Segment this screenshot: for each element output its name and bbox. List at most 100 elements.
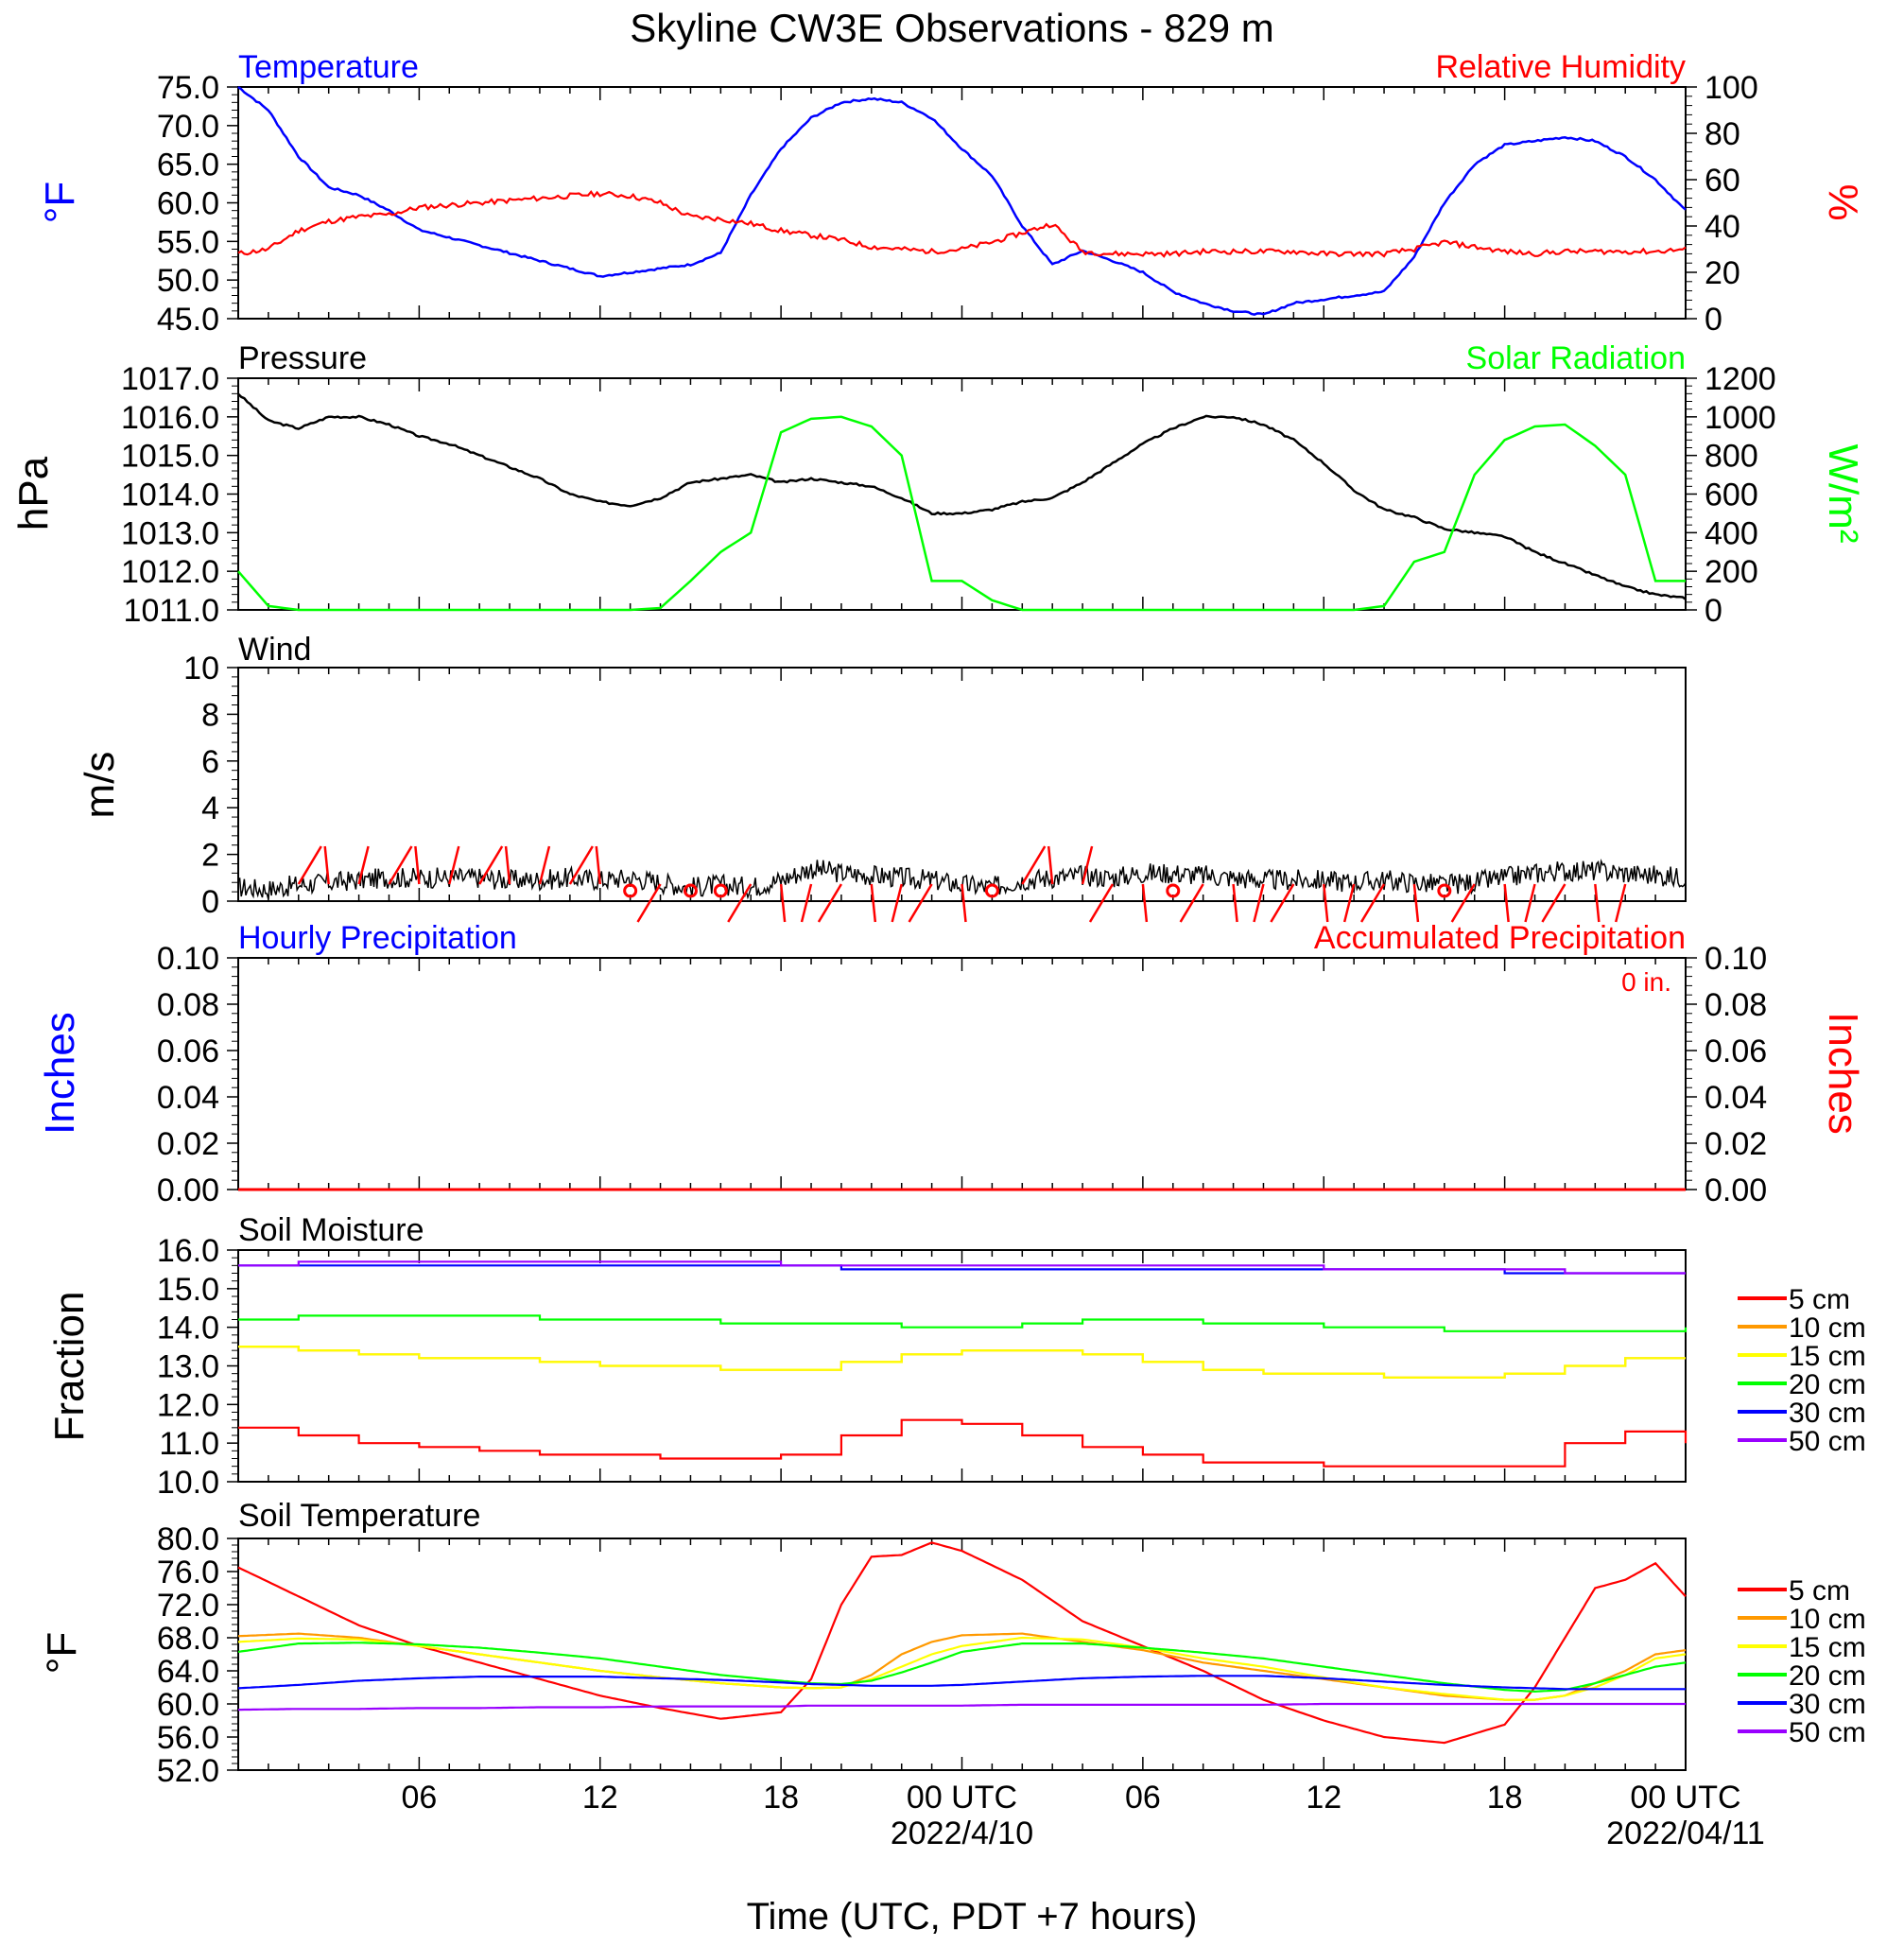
accum-y2-tick-label: 0.06 (1705, 1034, 1767, 1069)
precip-panel: 0.10 0.08 0.06 0.04 0.02 0.00 0.10 0.08 0.06 0.04… (37, 920, 1866, 1208)
sm-y-tick-label: 13.0 (157, 1349, 219, 1385)
date-label-1: 2022/4/10 (891, 1816, 1033, 1851)
wind-barb (1524, 883, 1536, 923)
solar-y2-tick-label: 1000 (1705, 400, 1776, 436)
accum-total-label: 0 in. (1621, 967, 1671, 997)
soil-temp-line-30-cm (237, 1675, 1686, 1691)
st-y-tick-label: 72.0 (157, 1588, 219, 1624)
st-legend-label: 20 cm (1789, 1660, 1866, 1692)
x-tick-label: 18 (1487, 1780, 1523, 1816)
calm-marker (683, 883, 698, 898)
wind-barb (1412, 883, 1420, 923)
temp-y-tick-label: 45.0 (157, 302, 219, 338)
wind-y-tick-label: 10 (183, 651, 219, 686)
calm-marker (1166, 883, 1181, 898)
soil-moisture-line-20-cm (238, 1314, 1688, 1332)
rh-y2-tick-label: 0 (1705, 302, 1722, 338)
soil-temp-line-10-cm (237, 1632, 1687, 1701)
rh-y2-tick-label: 20 (1705, 255, 1740, 291)
pressure-line (237, 392, 1687, 600)
sm-y-tick-label: 16.0 (157, 1233, 219, 1269)
accum-precip-title: Accumulated Precipitation (1314, 920, 1686, 956)
precip-frame (237, 957, 1687, 1190)
x-tick-label: 12 (582, 1780, 618, 1816)
x-tick-label: 12 (1306, 1780, 1341, 1816)
wind-barb (1359, 883, 1386, 923)
temp-y-label: °F (37, 182, 83, 223)
wind-y-tick-label: 0 (201, 884, 219, 920)
st-legend-label: 10 cm (1789, 1604, 1866, 1635)
rh-y2-tick-label: 40 (1705, 209, 1740, 245)
wind-barb (1141, 883, 1149, 923)
rh-y2-tick-label: 80 (1705, 116, 1740, 152)
soil-moisture-panel: 16.015.014.013.012.011.010.0 Soil Moistur… (46, 1212, 1866, 1501)
soil-temp-line-50-cm (238, 1702, 1686, 1711)
wind-barb (1594, 883, 1601, 923)
solar-line (237, 415, 1686, 612)
pressure-y-label: hPa (10, 456, 57, 530)
wind-barb (478, 845, 504, 885)
rh-y-label: % (1820, 183, 1866, 220)
wind-barb (800, 883, 813, 923)
solar-y2-tick-label: 0 (1705, 593, 1722, 629)
pressure-y-tick-label: 1016.0 (121, 400, 219, 436)
wind-y-tick-label: 6 (201, 744, 219, 780)
x-tick-label: 00 UTC (907, 1780, 1017, 1816)
wind-barb (1081, 845, 1094, 885)
wind-barb (323, 845, 330, 885)
solar-y2-tick-label: 800 (1705, 439, 1758, 475)
accum-y2-tick-label: 0.04 (1705, 1080, 1767, 1116)
st-legend-label: 15 cm (1789, 1632, 1866, 1663)
st-legend-label: 30 cm (1789, 1689, 1866, 1720)
temp-y-tick-label: 75.0 (157, 70, 219, 106)
st-y-tick-label: 68.0 (157, 1621, 219, 1657)
sm-legend-label: 20 cm (1789, 1369, 1866, 1400)
wind-barb (1323, 883, 1329, 923)
solar-y2-tick-label: 200 (1705, 554, 1758, 590)
wind-y-label: m/s (77, 752, 123, 819)
rh-y2-tick-label: 60 (1705, 163, 1740, 199)
hourly-precip-title: Hourly Precipitation (238, 920, 517, 956)
wind-barb (1270, 883, 1295, 923)
accum-y2-tick-label: 0.08 (1705, 987, 1767, 1023)
wind-barb (357, 845, 370, 885)
x-tick-label: 00 UTC (1630, 1780, 1740, 1816)
wind-barb (961, 883, 967, 923)
sm-legend-label: 30 cm (1789, 1398, 1866, 1429)
date-label-2: 2022/04/11 (1606, 1816, 1765, 1851)
pressure-y-tick-label: 1013.0 (121, 515, 219, 551)
wind-barb (538, 845, 551, 885)
x-tick-label: 06 (1125, 1780, 1161, 1816)
st-legend-label: 5 cm (1789, 1575, 1850, 1607)
wind-barb (1179, 883, 1204, 923)
accum-y2-tick-label: 0.02 (1705, 1126, 1767, 1162)
precip-y-label: Inches (37, 1012, 83, 1135)
pressure-y-tick-label: 1017.0 (121, 361, 219, 397)
wind-barb (1450, 883, 1476, 923)
pressure-title: Pressure (238, 340, 367, 376)
sm-legend-label: 5 cm (1789, 1284, 1850, 1315)
x-tick-label: 06 (401, 1780, 437, 1816)
temp-rh-panel: 75.070.065.060.055.050.045.0 100 80 60 40 20 0… (37, 49, 1866, 338)
solar-y2-tick-label: 600 (1705, 478, 1758, 513)
wind-barb (817, 883, 842, 923)
sm-y-tick-label: 10.0 (157, 1465, 219, 1501)
soil-moisture-title: Soil Moisture (238, 1212, 424, 1248)
wind-barb (1614, 883, 1627, 923)
pressure-y-tick-label: 1011.0 (124, 593, 219, 629)
temp-y-tick-label: 55.0 (157, 224, 219, 260)
sm-legend-label: 50 cm (1789, 1426, 1866, 1457)
wind-y-tick-label: 8 (201, 697, 219, 733)
temp-y-tick-label: 65.0 (157, 148, 219, 183)
wind-barb (1503, 883, 1510, 923)
x-axis-label: Time (UTC, PDT +7 hours) (747, 1896, 1198, 1937)
pressure-y-tick-label: 1015.0 (121, 439, 219, 475)
pressure-y-tick-label: 1014.0 (121, 478, 219, 513)
st-y-label: °F (39, 1632, 85, 1674)
wind-y-tick-label: 2 (201, 838, 219, 874)
temp-y-tick-label: 60.0 (157, 186, 219, 222)
wind-barb (595, 845, 601, 885)
wind-barb (1088, 883, 1115, 923)
sm-legend-label: 15 cm (1789, 1341, 1866, 1372)
